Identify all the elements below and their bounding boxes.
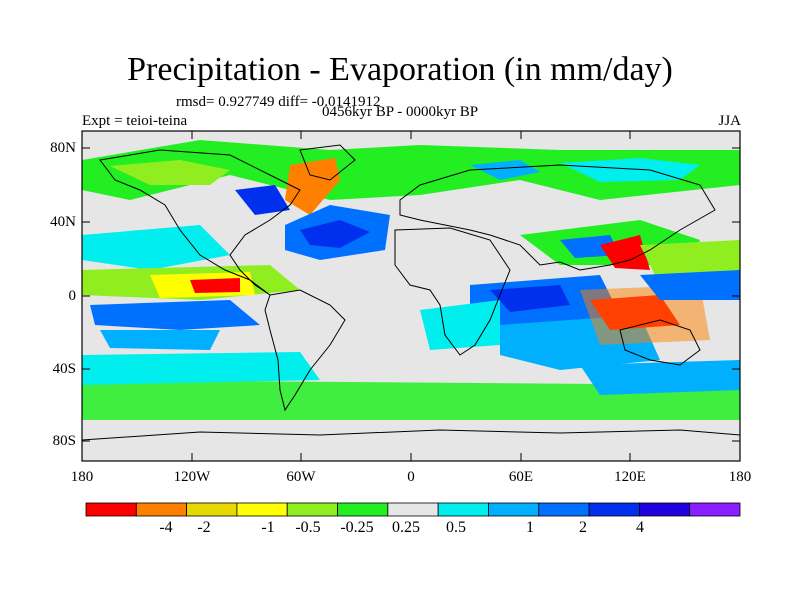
experiment-label: Expt = teioi-teina bbox=[82, 113, 188, 129]
colorbar-label: 2 bbox=[579, 519, 587, 536]
colorbar-swatch bbox=[538, 502, 590, 517]
colorbar-label: -1 bbox=[261, 519, 275, 536]
field-scpac-blue bbox=[640, 270, 740, 300]
field-so-green bbox=[82, 380, 740, 420]
coast-south-america bbox=[264, 289, 346, 412]
field-so-blue bbox=[580, 360, 740, 395]
colorbar bbox=[85, 502, 741, 517]
y-tick-40n: 40N bbox=[50, 214, 76, 230]
field-pac-cyan bbox=[82, 225, 230, 270]
coast-africa bbox=[394, 227, 511, 356]
coast-australia bbox=[619, 319, 701, 366]
field-eq-dark bbox=[490, 285, 570, 312]
colorbar-label: -4 bbox=[159, 519, 173, 536]
colorbar-swatch bbox=[387, 502, 439, 517]
colorbar-label: 0.5 bbox=[446, 519, 466, 536]
x-tick-60w: 60W bbox=[286, 469, 316, 485]
colorbar-swatch bbox=[236, 502, 288, 517]
period-label: 0456kyr BP - 0000kyr BP bbox=[322, 104, 479, 120]
x-tick-0: 0 bbox=[407, 469, 415, 485]
colorbar-swatch bbox=[135, 502, 188, 517]
colorbar-label: 4 bbox=[636, 519, 644, 536]
coast-antarctica bbox=[82, 429, 740, 441]
season-label: JJA bbox=[718, 113, 741, 129]
colorbar-label: 0.25 bbox=[392, 519, 420, 536]
x-tick-120e: 120E bbox=[614, 469, 646, 485]
colorbar-swatch bbox=[437, 502, 489, 517]
coast-greenland bbox=[299, 144, 356, 181]
colorbar-swatch bbox=[337, 502, 389, 517]
y-tick-80n: 80N bbox=[50, 140, 76, 156]
coast-europe-asia bbox=[399, 164, 716, 271]
y-tick-0: 0 bbox=[68, 288, 77, 304]
colorbar-swatch bbox=[85, 502, 137, 517]
field-pac-red bbox=[190, 278, 240, 293]
colorbar-swatch bbox=[638, 502, 691, 517]
colorbar-label: -0.5 bbox=[295, 519, 321, 536]
colorbar-swatch bbox=[689, 502, 741, 517]
colorbar-swatch bbox=[588, 502, 640, 517]
colorbar-label: -0.25 bbox=[340, 519, 374, 536]
field-antarctic bbox=[82, 425, 740, 461]
colorbar-swatch bbox=[488, 502, 540, 517]
x-tick-60e: 60E bbox=[508, 469, 534, 485]
field-natl-blue bbox=[235, 185, 290, 215]
rmsd-diff-stats: rmsd= 0.927749 diff= -0.0141912 bbox=[176, 94, 381, 110]
field-natl-orange bbox=[285, 158, 340, 215]
field-north-yellow bbox=[110, 160, 230, 185]
x-tick-180w: 180 bbox=[70, 469, 94, 485]
colorbar-swatch bbox=[186, 502, 238, 517]
colorbar-label: -2 bbox=[197, 519, 211, 536]
x-tick-180e: 180 bbox=[728, 469, 752, 485]
x-tick-120w: 120W bbox=[173, 469, 211, 485]
field-asia-red bbox=[600, 235, 650, 270]
field-pac-lb bbox=[100, 330, 220, 350]
axis-ticks bbox=[82, 131, 740, 461]
field-pac-blue bbox=[90, 300, 260, 330]
colorbar-label: 1 bbox=[526, 519, 534, 536]
y-tick-80s: 80S bbox=[52, 433, 76, 449]
coastlines bbox=[82, 144, 740, 441]
colorbar-swatch bbox=[286, 502, 338, 517]
field-layer bbox=[82, 140, 740, 461]
coast-north-america bbox=[99, 149, 301, 296]
field-north-cyan bbox=[560, 158, 700, 182]
y-tick-40s: 40S bbox=[52, 361, 76, 377]
field-atl-blue-dark bbox=[300, 220, 370, 248]
field-north-lightblue bbox=[470, 160, 540, 180]
field-so-cyan bbox=[82, 352, 320, 385]
field-north-green bbox=[82, 140, 740, 200]
chart-title: Precipitation - Evaporation (in mm/day) bbox=[127, 51, 673, 88]
